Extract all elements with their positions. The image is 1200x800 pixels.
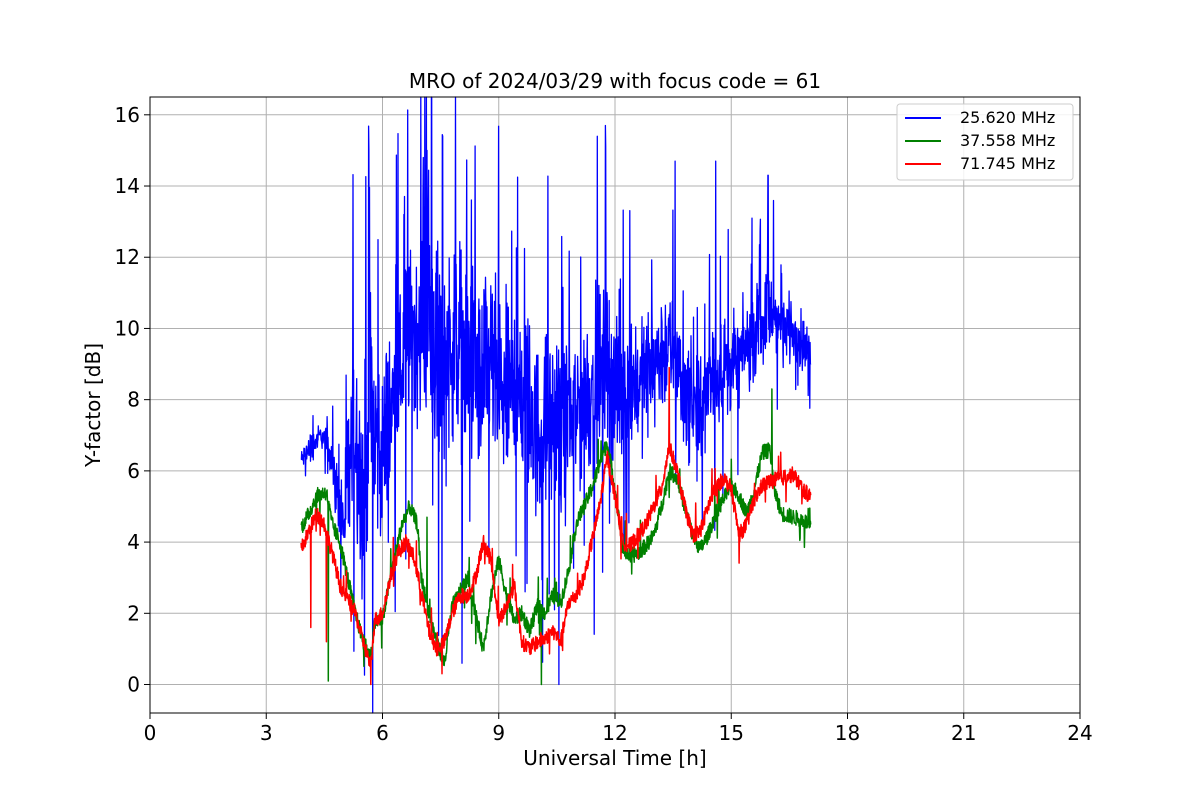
x-tick-label: 9	[492, 721, 505, 745]
series-line-37558	[300, 388, 812, 686]
chart-title: MRO of 2024/03/29 with focus code = 61	[409, 69, 821, 93]
y-tick-label: 16	[115, 103, 140, 127]
y-tick-label: 14	[115, 174, 140, 198]
series-line-71745	[300, 366, 812, 686]
x-tick-label: 12	[602, 721, 627, 745]
y-tick-label: 10	[115, 316, 140, 340]
x-axis: 0 3 6 9 12 15 18 21 24	[144, 713, 1093, 745]
legend: 25.620 MHz 37.558 MHz 71.745 MHz	[896, 103, 1074, 181]
x-tick-label: 0	[144, 721, 157, 745]
x-tick-label: 21	[951, 721, 976, 745]
y-axis-label: Y-factor [dB]	[81, 343, 105, 468]
y-axis: 0 2 4 6 8 10 12 14 16	[115, 103, 150, 697]
x-tick-label: 18	[835, 721, 860, 745]
y-tick-label: 6	[127, 459, 140, 483]
x-tick-label: 15	[719, 721, 744, 745]
x-tick-label: 3	[260, 721, 273, 745]
y-tick-label: 4	[127, 530, 140, 554]
legend-label-25620: 25.620 MHz	[960, 108, 1055, 127]
legend-label-37558: 37.558 MHz	[960, 131, 1055, 150]
legend-label-71745: 71.745 MHz	[960, 154, 1055, 173]
x-tick-label: 24	[1067, 721, 1092, 745]
x-tick-label: 6	[376, 721, 389, 745]
series-line-25620	[300, 96, 812, 714]
x-axis-label: Universal Time [h]	[523, 746, 706, 770]
series-group	[300, 96, 812, 714]
y-tick-label: 0	[127, 673, 140, 697]
legend-box	[896, 103, 1074, 181]
y-tick-label: 12	[115, 245, 140, 269]
y-tick-label: 2	[127, 601, 140, 625]
y-tick-label: 8	[127, 388, 140, 412]
